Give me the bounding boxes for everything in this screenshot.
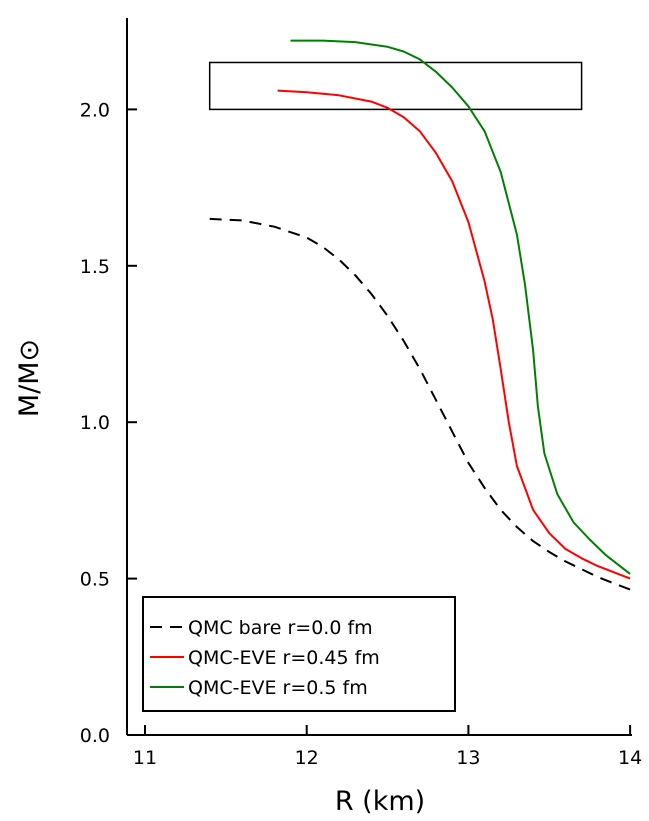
y-tick-label: 0.5 — [80, 569, 110, 591]
legend-label-0: QMC bare r=0.0 fm — [188, 617, 373, 639]
legend-box — [142, 596, 456, 712]
y-ticks: 0.0 0.5 1.0 1.5 2.0 — [80, 99, 137, 747]
constraint-box — [208, 61, 583, 111]
x-tick-label: 14 — [618, 747, 642, 769]
legend: QMC bare r=0.0 fm QMC-EVE r=0.45 fm QMC-EV… — [142, 596, 456, 712]
legend-label-2: QMC-EVE r=0.5 fm — [188, 677, 368, 699]
x-tick-label: 13 — [456, 747, 480, 769]
y-tick-label: 1.0 — [80, 412, 110, 434]
legend-entries: QMC bare r=0.0 fm QMC-EVE r=0.45 fm QMC-EV… — [150, 617, 380, 699]
series-line-2 — [290, 39, 631, 575]
y-axis-title: M/M⊙ — [14, 339, 45, 417]
y-tick-label: 0.0 — [80, 725, 110, 747]
series-lines — [209, 39, 631, 591]
y-tick-label: 2.0 — [80, 99, 110, 121]
x-axis-title: R (km) — [335, 786, 425, 817]
x-tick-label: 11 — [133, 747, 157, 769]
plot-area: 0.0 0.5 1.0 1.5 2.0 11 12 13 14 — [80, 18, 642, 769]
series-line-1 — [277, 89, 631, 580]
x-ticks: 11 12 13 14 — [133, 725, 642, 769]
x-tick-label: 12 — [295, 747, 319, 769]
annotations — [208, 61, 583, 111]
series-line-0 — [209, 217, 631, 591]
legend-label-1: QMC-EVE r=0.45 fm — [188, 647, 380, 669]
y-tick-label: 1.5 — [80, 256, 110, 278]
